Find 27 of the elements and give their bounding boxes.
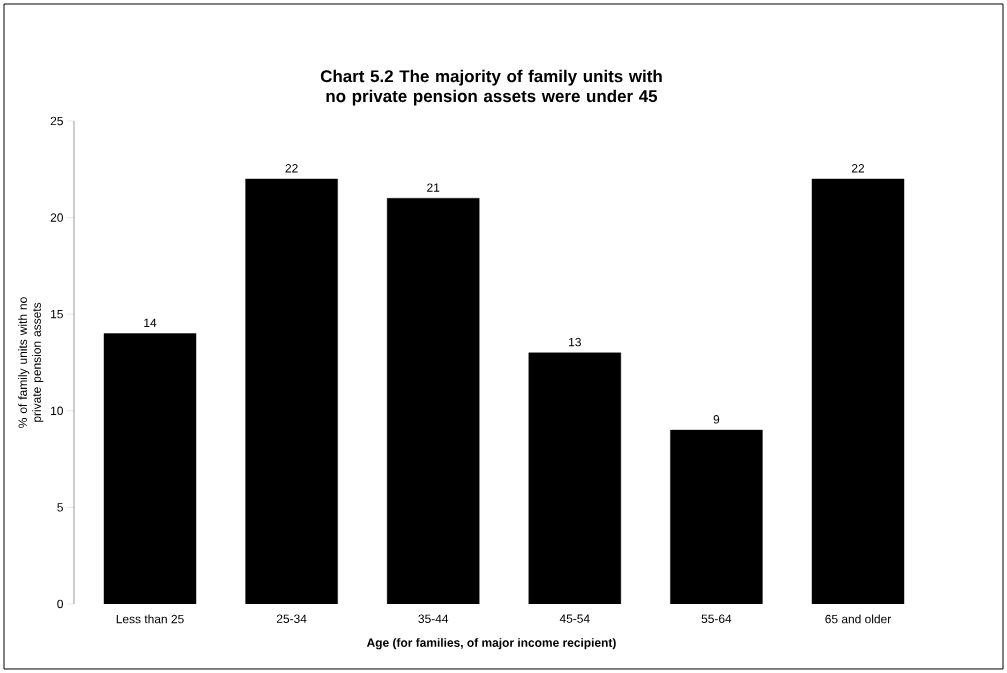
x-tick-label: 35-44 xyxy=(418,614,449,623)
data-label: 22 xyxy=(285,164,298,173)
bar xyxy=(386,198,480,604)
bar xyxy=(670,429,763,604)
bar xyxy=(245,178,338,604)
bar xyxy=(103,333,197,604)
y-tick-label: 5 xyxy=(57,503,63,512)
data-label: 9 xyxy=(713,415,720,424)
x-tick-label: Less than 25 xyxy=(116,614,184,624)
data-label: 21 xyxy=(427,183,440,192)
y-tick-label: 20 xyxy=(50,213,63,222)
y-tick-label: 15 xyxy=(51,310,63,319)
y-axis-title: % of family units with no private pension assets xyxy=(18,297,44,428)
y-tick-label: 0 xyxy=(57,599,63,609)
x-tick-label: 55-64 xyxy=(701,614,732,623)
bar xyxy=(528,352,622,604)
chart-title: Chart 5.2 The majority of family units with no private pension assets were under 45 xyxy=(320,69,662,106)
bar xyxy=(811,178,905,604)
x-tick-label: 25-34 xyxy=(276,614,307,623)
data-label: 14 xyxy=(144,318,157,327)
x-tick-label: 45-54 xyxy=(559,614,590,623)
x-tick-label: 65 and older xyxy=(825,614,892,624)
y-tick-label: 10 xyxy=(51,406,63,416)
data-label: 13 xyxy=(569,337,581,347)
data-label: 22 xyxy=(851,164,865,173)
x-axis-title: Age (for families, of major income recipient) xyxy=(366,638,616,650)
y-tick-label: 25 xyxy=(50,116,63,126)
